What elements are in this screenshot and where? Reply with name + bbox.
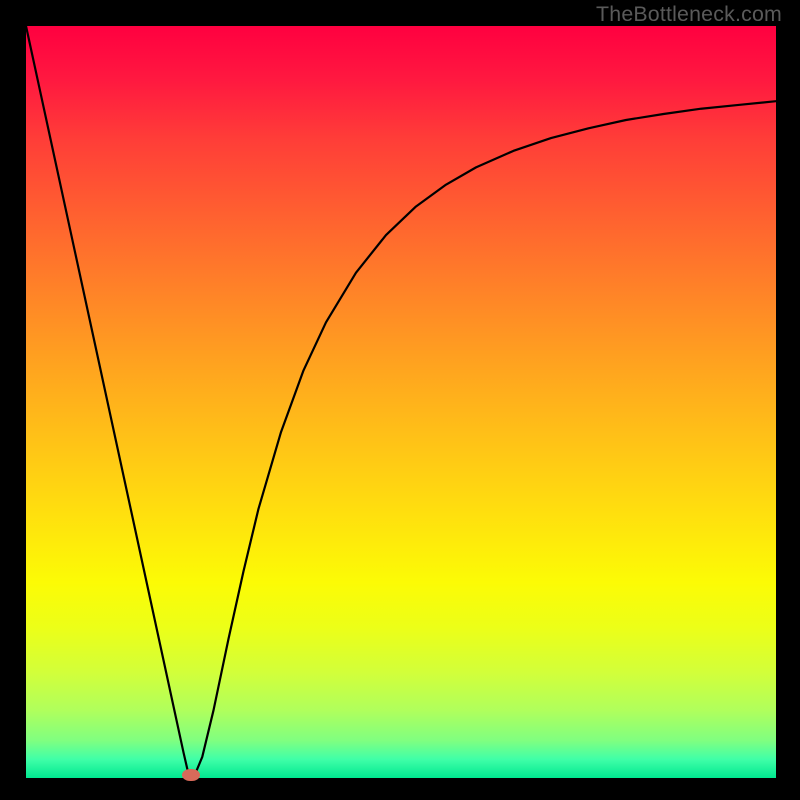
figure-root: TheBottleneck.com: [0, 0, 800, 800]
minimum-marker: [182, 769, 200, 781]
watermark-label: TheBottleneck.com: [596, 2, 782, 27]
bottleneck-curve: [26, 26, 776, 777]
plot-area: [26, 26, 776, 778]
curve-layer: [26, 26, 776, 778]
